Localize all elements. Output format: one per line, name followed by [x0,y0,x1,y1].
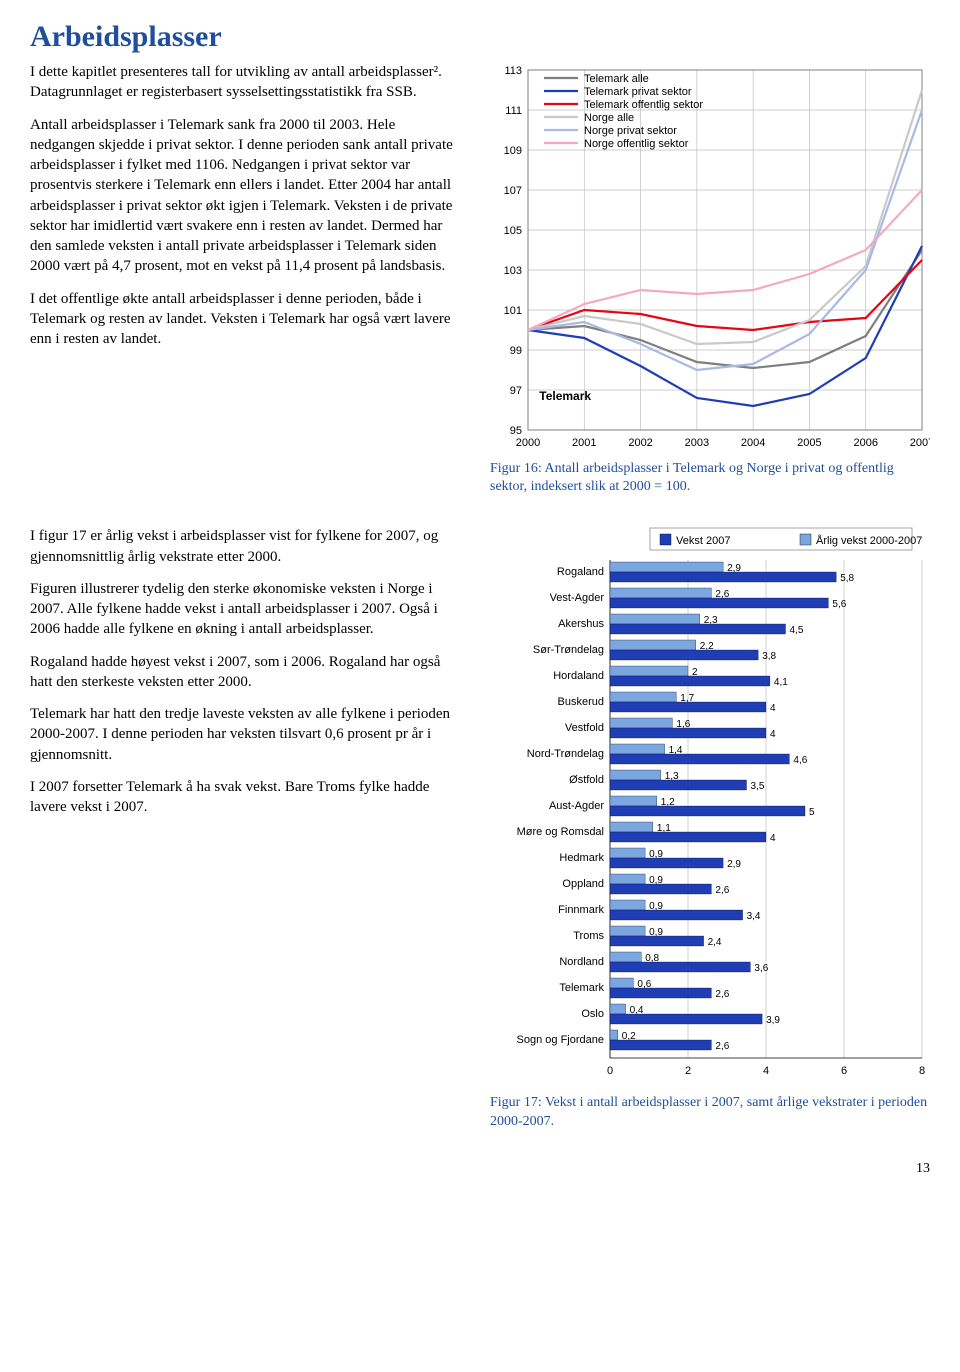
svg-text:Telemark alle: Telemark alle [584,73,649,85]
svg-text:4,1: 4,1 [774,677,788,688]
svg-text:Norge alle: Norge alle [584,112,634,124]
svg-text:Vekst 2007: Vekst 2007 [676,535,730,547]
lower-text-column: I figur 17 er årlig vekst i arbeidsplass… [30,526,460,1130]
svg-text:Oppland: Oppland [562,878,604,890]
svg-text:2006: 2006 [853,437,877,449]
svg-text:Aust-Agder: Aust-Agder [549,800,604,812]
svg-text:3,9: 3,9 [766,1015,780,1026]
svg-text:2002: 2002 [628,437,652,449]
upper-section: I dette kapitlet presenteres tall for ut… [30,62,930,496]
svg-text:Telemark: Telemark [539,389,591,403]
svg-text:95: 95 [510,425,522,437]
svg-text:3,8: 3,8 [762,651,776,662]
svg-text:6: 6 [841,1065,847,1077]
svg-text:2001: 2001 [572,437,596,449]
svg-text:4: 4 [770,703,776,714]
svg-text:Nord-Trøndelag: Nord-Trøndelag [527,748,604,760]
svg-text:Telemark: Telemark [559,982,604,994]
body-paragraph: Figuren illustrerer tydelig den sterke ø… [30,579,460,640]
svg-text:4: 4 [770,729,776,740]
figure-16-caption: Figur 16: Antall arbeidsplasser i Telema… [490,460,930,496]
svg-text:2: 2 [685,1065,691,1077]
figure-17-chart: Vekst 2007 Årlig vekst 2000-2007 0 2 4 6 8 Roga… [490,526,930,1086]
svg-text:2005: 2005 [797,437,821,449]
svg-text:3,4: 3,4 [747,911,761,922]
svg-text:Vest-Agder: Vest-Agder [550,592,605,604]
svg-text:3,6: 3,6 [754,963,768,974]
svg-text:5,6: 5,6 [832,599,846,610]
svg-text:5,8: 5,8 [840,573,854,584]
figure-17-container: Vekst 2007 Årlig vekst 2000-2007 0 2 4 6 8 Roga… [490,526,930,1130]
svg-text:Årlig vekst 2000-2007: Årlig vekst 2000-2007 [816,534,922,547]
svg-text:Oslo: Oslo [581,1008,604,1020]
body-paragraph: Rogaland hadde høyest vekst i 2007, som … [30,652,460,693]
svg-text:Troms: Troms [573,930,604,942]
svg-text:Østfold: Østfold [569,774,604,786]
lower-section: I figur 17 er årlig vekst i arbeidsplass… [30,526,930,1130]
svg-text:Hedmark: Hedmark [559,852,604,864]
svg-text:2,6: 2,6 [715,989,729,1000]
svg-text:103: 103 [504,265,522,277]
svg-text:111: 111 [505,105,522,117]
svg-text:Sør-Trøndelag: Sør-Trøndelag [533,644,604,656]
svg-text:Telemark privat sektor: Telemark privat sektor [584,86,692,98]
figure-17-caption: Figur 17: Vekst i antall arbeidsplasser … [490,1094,930,1130]
page-number: 13 [30,1161,930,1177]
body-paragraph: Telemark har hatt den tredje laveste vek… [30,704,460,765]
svg-text:Buskerud: Buskerud [558,696,604,708]
svg-text:Telemark offentlig sektor: Telemark offentlig sektor [584,99,703,111]
body-paragraph: I 2007 forsetter Telemark å ha svak veks… [30,777,460,818]
svg-text:8: 8 [919,1065,925,1077]
svg-text:2007: 2007 [910,437,930,449]
page-title: Arbeidsplasser [30,20,930,54]
svg-text:Finnmark: Finnmark [558,904,604,916]
svg-text:Vestfold: Vestfold [565,722,604,734]
svg-text:Møre og Romsdal: Møre og Romsdal [517,826,604,838]
svg-text:97: 97 [510,385,522,397]
svg-text:5: 5 [809,807,815,818]
figure-16-chart: 95 97 99 101 103 105 107 109 111 113 2000 2001 2002 2… [490,62,930,452]
svg-text:4,5: 4,5 [790,625,804,636]
svg-text:109: 109 [504,145,522,157]
body-paragraph: Antall arbeidsplasser i Telemark sank fr… [30,115,460,277]
intro-paragraph: I dette kapitlet presenteres tall for ut… [30,62,460,103]
svg-text:Sogn og Fjordane: Sogn og Fjordane [517,1034,604,1046]
svg-text:Hordaland: Hordaland [553,670,604,682]
svg-text:4: 4 [763,1065,769,1077]
body-paragraph: I figur 17 er årlig vekst i arbeidsplass… [30,526,460,567]
svg-text:Norge privat sektor: Norge privat sektor [584,125,677,137]
svg-text:Nordland: Nordland [559,956,604,968]
svg-text:Norge offentlig sektor: Norge offentlig sektor [584,138,689,150]
svg-text:4: 4 [770,833,776,844]
svg-text:2,4: 2,4 [708,937,722,948]
svg-text:2,9: 2,9 [727,859,741,870]
svg-text:2,6: 2,6 [715,885,729,896]
svg-text:Rogaland: Rogaland [557,566,604,578]
svg-text:2000: 2000 [516,437,540,449]
figure-16-container: 95 97 99 101 103 105 107 109 111 113 2000 2001 2002 2… [490,62,930,496]
upper-text-column: I dette kapitlet presenteres tall for ut… [30,62,460,496]
svg-text:3,5: 3,5 [751,781,765,792]
body-paragraph: I det offentlige økte antall arbeidsplas… [30,289,460,350]
svg-text:105: 105 [504,225,522,237]
svg-text:113: 113 [504,65,522,77]
svg-text:2004: 2004 [741,437,765,449]
svg-text:4,6: 4,6 [793,755,807,766]
svg-text:2003: 2003 [685,437,709,449]
svg-text:101: 101 [504,305,522,317]
svg-text:107: 107 [504,185,522,197]
svg-text:99: 99 [510,345,522,357]
svg-text:Akershus: Akershus [558,618,604,630]
svg-text:0: 0 [607,1065,613,1077]
svg-text:2,6: 2,6 [715,1041,729,1052]
